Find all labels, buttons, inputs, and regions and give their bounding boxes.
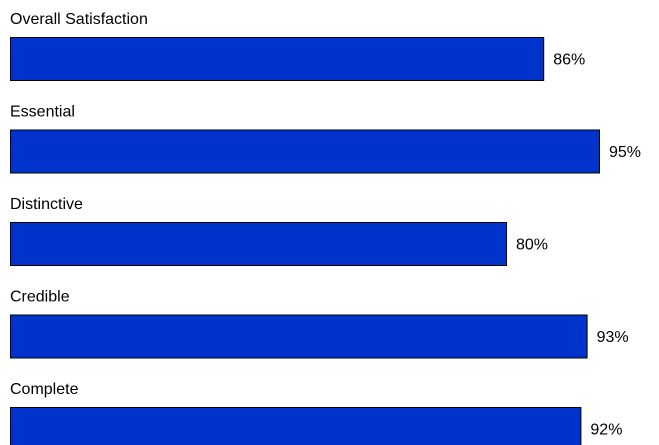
bar <box>10 37 545 81</box>
bar <box>10 407 582 445</box>
category-label: Complete <box>10 381 79 398</box>
bar-row: Overall Satisfaction 86% <box>10 11 585 81</box>
bar <box>10 222 507 266</box>
bar-row: Distinctive 80% <box>10 196 548 266</box>
bar <box>10 129 600 174</box>
category-label: Overall Satisfaction <box>10 11 148 28</box>
bars-layer: Overall Satisfaction 86% Essential 95% Disti… <box>10 11 641 445</box>
value-label: 80% <box>516 237 548 254</box>
value-label: 92% <box>590 422 622 439</box>
bar <box>10 314 588 359</box>
bar-row: Credible 93% <box>10 289 629 359</box>
category-label: Credible <box>10 289 70 306</box>
bar-row: Complete 92% <box>10 381 622 445</box>
value-label: 93% <box>597 329 629 346</box>
category-label: Distinctive <box>10 196 83 213</box>
value-label: 95% <box>609 144 641 161</box>
category-label: Essential <box>10 104 75 121</box>
value-label: 86% <box>553 52 585 69</box>
bar-row: Essential 95% <box>10 104 641 174</box>
